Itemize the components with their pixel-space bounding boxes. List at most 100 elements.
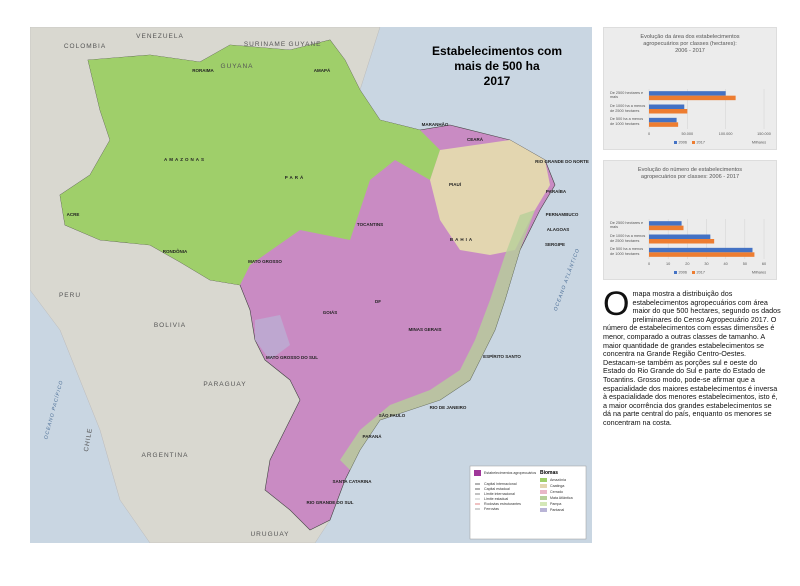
bar	[649, 247, 753, 253]
map-title-line: Estabelecimentos com	[432, 44, 562, 58]
state: RIO GRANDE DO NORTE	[535, 159, 589, 164]
unit-label: Milhares	[752, 141, 766, 145]
state: PIAUÍ	[449, 180, 462, 187]
state: PARÁ	[285, 174, 305, 180]
legend-swatch	[692, 141, 695, 144]
legend-item: Limite internacional	[484, 492, 515, 496]
state: ACRE	[67, 212, 80, 217]
bar	[649, 122, 679, 127]
country: PERU	[59, 292, 81, 299]
biome-item: Caatinga	[550, 484, 564, 488]
category-label: De 1000 ha a menos de 2500 hectares	[610, 104, 646, 113]
bar	[649, 234, 711, 239]
amazonia	[60, 40, 440, 285]
country: BOLIVIA	[154, 322, 186, 329]
state: AMAPÁ	[314, 67, 331, 73]
bar	[649, 221, 682, 226]
legend-box	[469, 465, 587, 540]
legend-swatch	[674, 141, 677, 144]
legend-item: Capital estadual	[484, 487, 510, 491]
state: MARANHÃO	[422, 121, 449, 127]
country: GUYANA	[221, 63, 254, 70]
map-title-line: 2017	[484, 74, 511, 88]
country: GUYANE	[289, 41, 322, 48]
state: SERGIPE	[545, 242, 565, 247]
legend-item: Ferrovias	[484, 507, 499, 511]
legend-label: 2017	[697, 141, 705, 145]
x-tick-label: 0	[648, 262, 650, 266]
country: URUGUAY	[250, 531, 289, 538]
biome-item: Amazônia	[550, 478, 566, 482]
state: MATO GROSSO DO SUL	[266, 355, 318, 360]
state: SÃO PAULO	[379, 412, 406, 418]
legend-label: 2006	[679, 141, 687, 145]
biome-swatch	[540, 484, 547, 488]
legend-swatch	[474, 470, 481, 476]
state: TOCANTINS	[357, 222, 383, 227]
biome-item: Pampa	[550, 502, 561, 506]
chart-title-line: Evolução da área dos estabelecimentos	[640, 34, 740, 40]
biome-swatch	[540, 478, 547, 482]
state: RIO GRANDE DO SUL	[306, 500, 353, 505]
country: CHILE	[83, 427, 94, 452]
drop-cap: O	[603, 285, 630, 323]
state: DF	[375, 299, 381, 304]
chart-title-line: agropecuários por classes: 2006 - 2017	[640, 174, 740, 180]
state: AMAZONAS	[164, 157, 206, 162]
category-label: De 1000 ha a menos de 2500 hectares	[610, 234, 646, 243]
state: PERNAMBUCO	[546, 212, 579, 217]
category-label: De 2500 hectares e mais	[610, 220, 644, 230]
biome-swatch	[540, 508, 547, 512]
chart-title-line: Evolução do número de estabelecimentos	[637, 167, 743, 173]
legend-swatch	[692, 271, 695, 274]
pantanal	[255, 315, 290, 360]
bar	[649, 104, 685, 109]
state: MINAS GERAIS	[408, 327, 441, 332]
chart-plot: 0 50.000 100.000 150.000 2006 2017 Milhares	[648, 89, 771, 145]
chart-title: Evolução do número de estabelecimentos ag…	[604, 167, 776, 181]
category-label: De 2500 hectares e mais	[610, 90, 644, 100]
legend-item: Estabelecimentos agropecuários	[484, 471, 536, 475]
legend-title: Biomas	[540, 470, 558, 476]
chart-title-line: agropecuários por classes (hectares):	[643, 41, 737, 47]
biome-swatch	[540, 496, 547, 500]
category-label: De 500 ha a menos de 1000 hectares	[610, 117, 644, 126]
country: VENEZUELA	[136, 33, 184, 40]
bar	[649, 95, 736, 101]
map-title-line: mais de 500 ha	[454, 59, 540, 73]
map-legend: Estabelecimentos agropecuários Capital in…	[469, 465, 587, 540]
bar	[649, 252, 755, 257]
state: GOIÁS	[323, 309, 338, 315]
state: CEARÁ	[467, 136, 484, 142]
country: COLOMBIA	[64, 43, 106, 50]
state: RIO DE JANEIRO	[430, 405, 467, 410]
biome-swatch	[540, 490, 547, 494]
country: ARGENTINA	[142, 452, 189, 459]
chart-title: Evolução da área dos estabelecimentos agr…	[604, 34, 776, 55]
x-tick-label: 50	[743, 262, 747, 266]
chart-area: Evolução da área dos estabelecimentos agr…	[603, 27, 777, 150]
mata-atlantica	[340, 210, 535, 470]
legend-item: Limite estadual	[484, 497, 508, 501]
bar	[649, 225, 684, 231]
state: ESPÍRITO SANTO	[483, 352, 521, 359]
x-tick-label: 10	[666, 262, 670, 266]
bar	[649, 109, 688, 114]
state: PARANÁ	[363, 433, 383, 439]
unit-label: Milhares	[752, 271, 766, 275]
biome-item: Pantanal	[550, 508, 564, 512]
x-tick-label: 100.000	[719, 132, 733, 136]
x-tick-label: 0	[648, 132, 650, 136]
state: SANTA CATARINA	[332, 479, 372, 484]
x-tick-label: 20	[685, 262, 689, 266]
legend-swatch	[674, 271, 677, 274]
bar	[649, 239, 715, 244]
state: ALAGOAS	[547, 227, 570, 232]
map: Estabelecimentos com mais de 500 ha 2017…	[30, 27, 592, 543]
map-title: Estabelecimentos com mais de 500 ha 2017	[432, 44, 562, 88]
bar	[649, 117, 677, 123]
biome-item: Cerrado	[550, 490, 563, 494]
legend-item: Rodovias estruturantes	[484, 502, 521, 506]
biome-item: Mata Atlântica	[550, 496, 573, 500]
